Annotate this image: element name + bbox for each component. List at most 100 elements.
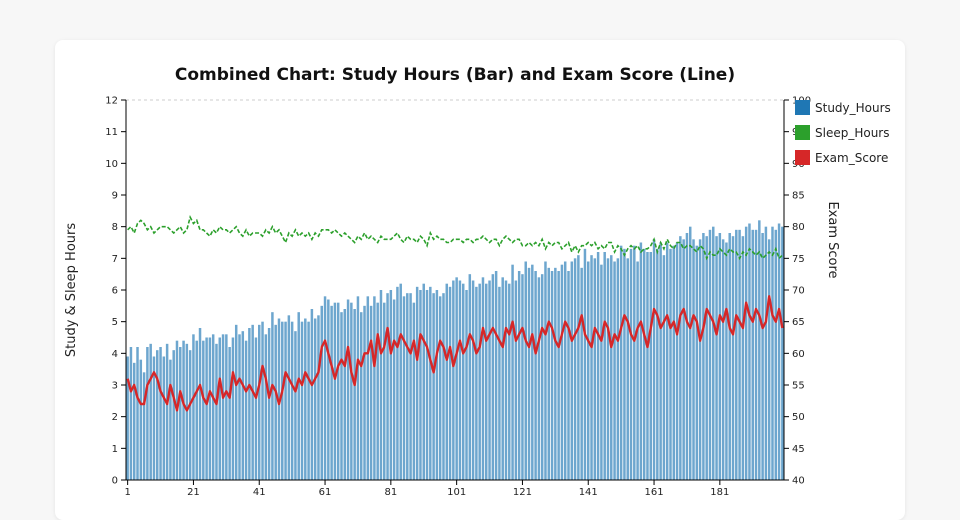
bar-study-hours-6 [142,372,146,480]
bar-study-hours-200 [781,226,784,480]
bar-study-hours-157 [639,242,643,480]
bar-study-hours-115 [501,277,504,480]
bar-study-hours-186 [735,229,738,480]
bar-study-hours-150 [616,258,620,480]
bar-study-hours-121 [521,274,524,480]
bar-study-hours-38 [248,328,251,480]
bar-study-hours-167 [672,245,676,480]
bar-study-hours-62 [327,299,330,480]
y-tick-label: 5 [112,317,118,328]
bar-study-hours-172 [688,226,692,480]
bar-study-hours-68 [346,299,350,480]
legend-label: Sleep_Hours [815,126,890,140]
bar-study-hours-86 [406,293,409,480]
bar-study-hours-36 [241,331,245,480]
legend-item-study-hours[interactable]: Study_Hours [795,100,891,115]
bar-study-hours-82 [392,299,396,480]
axes: 0123456789101112404550556065707580859095… [105,96,811,499]
bar-study-hours-21 [192,334,195,480]
bar-study-hours-33 [231,337,235,480]
bar-study-hours-122 [524,261,527,480]
bar-study-hours-54 [300,321,304,480]
bar-study-hours-80 [386,293,389,480]
line-exam-score [126,295,784,412]
bar-study-hours-147 [606,258,610,480]
bar-study-hours-171 [685,233,689,480]
bar-study-hours-192 [754,229,758,480]
bar-study-hours-124 [531,264,534,480]
bar-study-hours-173 [692,239,695,480]
bar-study-hours-9 [152,356,156,480]
bar-study-hours-112 [491,274,495,480]
bar-study-hours-178 [708,229,712,480]
bar-study-hours-126 [537,277,541,480]
bar-study-hours-7 [146,347,149,480]
legend-item-sleep-hours[interactable]: Sleep_Hours [795,125,890,140]
bar-study-hours-101 [455,277,458,480]
y2-tick-label: 65 [792,317,805,328]
bar-study-hours-1 [126,356,129,480]
bar-study-hours-125 [534,271,537,480]
bar-study-hours-42 [261,321,264,480]
bar-study-hours-110 [485,283,488,480]
bar-study-hours-34 [234,324,238,480]
bar-study-hours-65 [336,302,340,480]
bar-study-hours-116 [504,280,508,480]
bar-study-hours-13 [165,343,169,480]
x-tick-label: 61 [319,487,332,498]
bar-study-hours-140 [583,248,587,480]
bar-study-hours-39 [251,324,254,480]
study-hours-bars [126,220,784,480]
y-tick-label: 3 [112,381,118,392]
bar-study-hours-113 [494,271,498,480]
bar-study-hours-10 [156,350,159,480]
bar-study-hours-197 [771,226,774,480]
bar-study-hours-46 [274,324,277,480]
bar-study-hours-79 [383,302,386,480]
bar-study-hours-153 [626,258,629,480]
bar-study-hours-25 [205,337,208,480]
bar-study-hours-22 [195,340,198,480]
bar-study-hours-135 [567,271,570,480]
bar-study-hours-50 [287,315,291,480]
bar-study-hours-196 [767,239,771,480]
bar-study-hours-95 [435,290,439,480]
bar-study-hours-148 [610,255,613,480]
x-tick-label: 41 [253,487,266,498]
y-tick-label: 8 [112,222,118,233]
bar-study-hours-143 [593,258,597,480]
bar-study-hours-35 [238,334,241,480]
bar-study-hours-73 [363,305,366,480]
bar-study-hours-90 [419,290,422,480]
y2-tick-label: 60 [792,349,805,360]
legend-label: Exam_Score [815,151,888,165]
bar-study-hours-156 [636,261,639,480]
bar-study-hours-2 [129,347,133,480]
bar-study-hours-55 [304,318,307,480]
legend[interactable]: Study_Hours Sleep_Hours Exam_Score [795,100,891,165]
bar-study-hours-158 [642,248,646,480]
bar-study-hours-194 [761,233,764,480]
x-tick-label: 81 [384,487,397,498]
bar-study-hours-29 [218,337,222,480]
y-tick-label: 12 [105,96,118,107]
bar-study-hours-77 [376,302,379,480]
bar-study-hours-191 [751,229,754,480]
bar-study-hours-179 [712,226,715,480]
bar-study-hours-89 [415,286,419,480]
y-tick-label: 1 [112,444,118,455]
bar-study-hours-111 [488,280,491,480]
bar-study-hours-123 [527,267,531,480]
bar-study-hours-162 [656,248,659,480]
legend-item-exam-score[interactable]: Exam_Score [795,150,888,165]
chart-title: Combined Chart: Study Hours (Bar) and Ex… [175,65,735,85]
bar-study-hours-69 [350,302,353,480]
y-tick-label: 6 [112,286,118,297]
bar-study-hours-83 [396,286,399,480]
bar-study-hours-51 [290,321,294,480]
bar-study-hours-182 [721,239,725,480]
bar-study-hours-131 [554,267,557,480]
bar-study-hours-170 [682,239,685,480]
bar-study-hours-32 [228,347,231,480]
bar-study-hours-45 [271,312,274,480]
